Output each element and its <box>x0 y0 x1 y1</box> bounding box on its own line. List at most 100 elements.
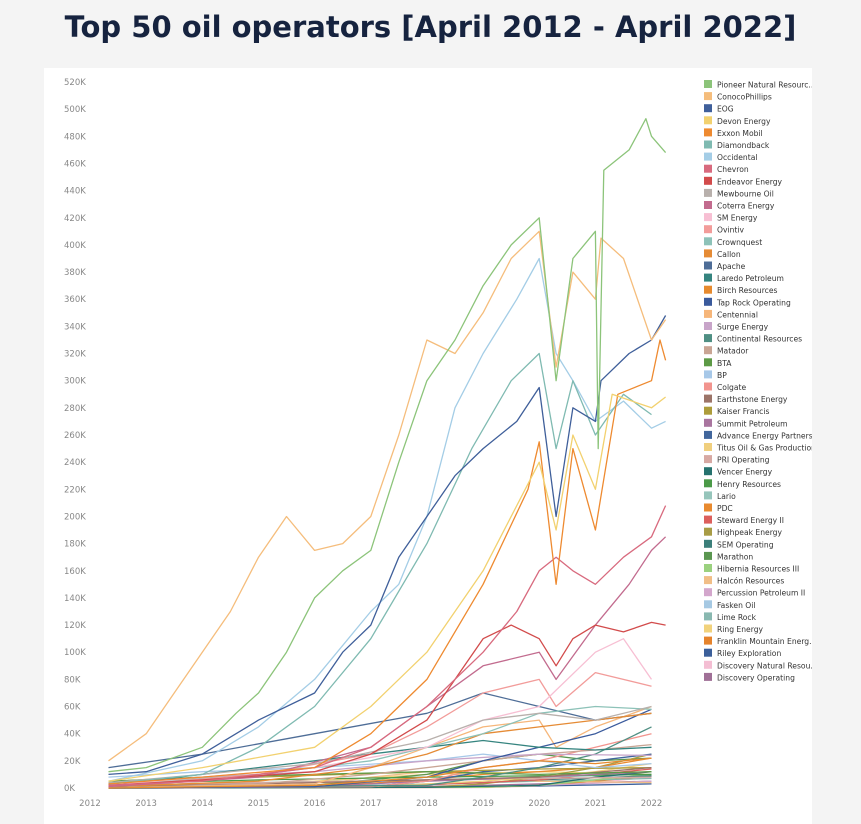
legend-swatch <box>704 261 712 270</box>
legend-item[interactable]: SEM Operating <box>704 539 774 550</box>
x-tick-label: 2018 <box>416 799 438 809</box>
series-line[interactable] <box>108 230 667 762</box>
legend-item[interactable]: EOG <box>704 104 734 114</box>
series-line[interactable] <box>108 339 667 785</box>
x-tick-label: 2012 <box>79 799 101 809</box>
y-axis: 0K 20K 40K 60K 80K 100K 120K 140K 160K 180K 200K 22… <box>64 78 86 794</box>
legend-item[interactable]: ConocoPhillips <box>704 92 772 102</box>
legend-swatch <box>704 624 712 633</box>
legend-label: Exxon Mobil <box>717 129 763 138</box>
legend-label: Matador <box>717 347 749 356</box>
legend-item[interactable]: Discovery Natural Resou.. <box>704 660 812 671</box>
legend-item[interactable]: Mewbourne Oil <box>704 188 774 199</box>
legend-item[interactable]: BP <box>704 370 727 380</box>
legend-item[interactable]: Endeavor Energy <box>704 176 783 187</box>
legend-item[interactable]: Pioneer Natural Resourc.. <box>704 80 812 90</box>
legend-item[interactable]: Birch Resources <box>704 285 778 296</box>
legend-item[interactable]: SM Energy <box>704 213 758 223</box>
legend-swatch <box>704 140 712 149</box>
legend-item[interactable]: Riley Exploration <box>704 648 781 659</box>
legend-item[interactable]: Steward Energy II <box>704 515 784 526</box>
series-line[interactable] <box>108 536 667 788</box>
series-line[interactable] <box>108 712 652 788</box>
legend-item[interactable]: Matador <box>704 346 749 356</box>
legend-label: Hibernia Resources III <box>717 565 799 574</box>
legend-item[interactable]: Exxon Mobil <box>704 128 763 138</box>
legend-swatch <box>704 249 712 258</box>
legend-item[interactable]: Devon Energy <box>704 116 771 126</box>
legend-item[interactable]: Percussion Petroleum II <box>704 588 805 598</box>
legend-label: Kaiser Francis <box>717 407 769 416</box>
legend-label: Callon <box>717 250 741 259</box>
legend-item[interactable]: Occidental <box>704 152 757 163</box>
legend-item[interactable]: Callon <box>704 249 741 259</box>
legend-label: Highpeak Energy <box>717 528 783 537</box>
legend-item[interactable]: Surge Energy <box>704 322 769 332</box>
legend-swatch <box>704 515 712 524</box>
series-line[interactable] <box>108 118 667 773</box>
legend-item[interactable]: Henry Resources <box>704 479 781 489</box>
series-line[interactable] <box>108 708 652 789</box>
legend-item[interactable]: Laredo Petroleum <box>704 273 784 284</box>
legend-swatch <box>704 92 712 101</box>
legend-item[interactable]: Hibernia Resources III <box>704 564 799 574</box>
legend-item[interactable]: Apache <box>704 261 746 272</box>
legend-item[interactable]: Colgate <box>704 382 747 393</box>
legend-item[interactable]: Ovintiv <box>704 225 744 235</box>
legend-item[interactable]: Centennial <box>704 309 758 320</box>
legend-item[interactable]: Advance Energy Partners <box>704 430 812 441</box>
legend-item[interactable]: Chevron <box>704 164 749 175</box>
series-line[interactable] <box>108 315 667 776</box>
legend-label: Marathon <box>717 552 753 561</box>
series-line[interactable] <box>108 705 652 789</box>
legend-item[interactable]: Kaiser Francis <box>704 406 769 417</box>
series-line[interactable] <box>108 505 667 786</box>
series-line[interactable] <box>108 771 652 789</box>
legend-item[interactable]: PRI Operating <box>704 455 770 465</box>
legend-label: Continental Resources <box>717 335 802 344</box>
series-line[interactable] <box>108 393 666 782</box>
series-line[interactable] <box>108 352 652 785</box>
legend-item[interactable]: Discovery Operating <box>704 672 795 683</box>
series-line[interactable] <box>108 621 666 786</box>
line-chart: 0K 20K 40K 60K 80K 100K 120K 140K 160K 180K 200K 22… <box>64 78 812 809</box>
legend-item[interactable]: Continental Resources <box>704 334 802 344</box>
legend-swatch <box>704 273 712 282</box>
legend-item[interactable]: BTA <box>704 358 732 368</box>
legend-item[interactable]: Crownquest <box>704 237 762 247</box>
y-tick-label: 440K <box>64 187 86 197</box>
legend-item[interactable]: Halcón Resources <box>704 576 784 586</box>
series-line[interactable] <box>108 753 652 778</box>
series-line[interactable] <box>108 757 652 789</box>
series-line[interactable] <box>108 705 652 784</box>
legend-label: Ovintiv <box>717 226 744 235</box>
legend-swatch <box>704 636 712 645</box>
legend-swatch <box>704 479 712 488</box>
y-tick-label: 60K <box>64 703 81 713</box>
series-line[interactable] <box>108 257 666 782</box>
legend-item[interactable]: Lario <box>704 491 736 501</box>
legend-item[interactable]: Fasken Oil <box>704 600 756 610</box>
legend-label: Henry Resources <box>717 480 781 489</box>
legend-item[interactable]: Tap Rock Operating <box>704 297 791 308</box>
legend-item[interactable]: PDC <box>704 503 733 514</box>
legend-item[interactable]: Vencer Energy <box>704 467 773 477</box>
legend-item[interactable]: Coterra Energy <box>704 201 775 211</box>
legend-swatch <box>704 430 712 439</box>
legend-item[interactable]: Earthstone Energy <box>704 394 788 405</box>
legend-label: Occidental <box>717 153 757 162</box>
legend-item[interactable]: Franklin Mountain Energ.. <box>704 636 812 647</box>
x-tick-label: 2020 <box>528 799 550 809</box>
legend-item[interactable]: Ring Energy <box>704 624 764 635</box>
legend-item[interactable]: Highpeak Energy <box>704 527 783 538</box>
legend-label: Steward Energy II <box>717 516 784 525</box>
legend-swatch <box>704 370 712 379</box>
series-line[interactable] <box>108 692 652 769</box>
x-tick-label: 2021 <box>585 799 607 809</box>
legend-item[interactable]: Marathon <box>704 551 753 562</box>
legend-item[interactable]: Lime Rock <box>704 612 757 622</box>
legend-item[interactable]: Diamondback <box>704 140 770 151</box>
y-tick-label: 240K <box>64 458 86 468</box>
legend-item[interactable]: Titus Oil & Gas Production <box>704 443 812 453</box>
legend-item[interactable]: Summit Petroleum <box>704 418 787 429</box>
